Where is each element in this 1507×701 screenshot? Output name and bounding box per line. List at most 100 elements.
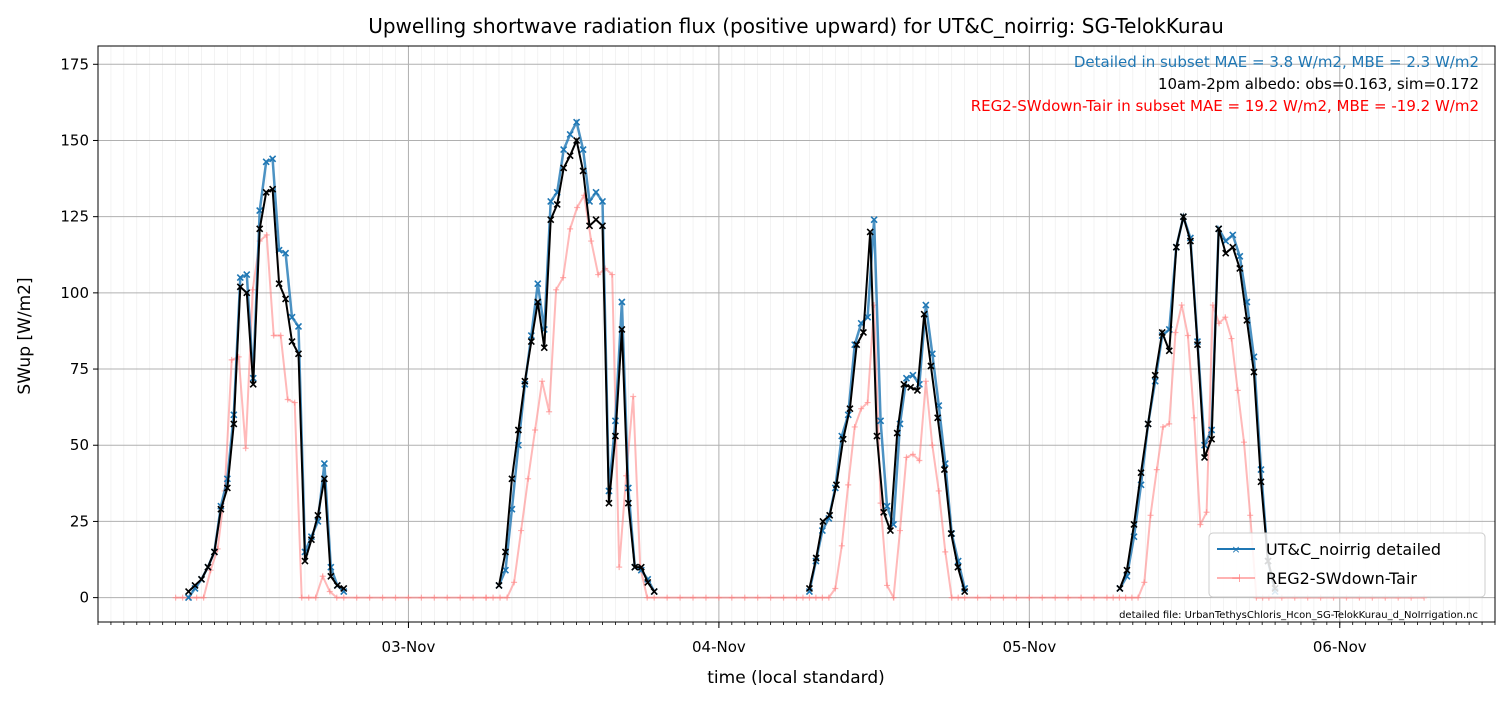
data-point <box>333 594 340 601</box>
legend-marker-reg2: ⊣ <box>1231 572 1241 585</box>
data-point <box>243 289 251 297</box>
data-point <box>298 594 305 601</box>
data-point <box>1178 302 1185 309</box>
data-point <box>553 200 561 209</box>
data-point <box>1186 237 1195 245</box>
data-point <box>204 563 212 571</box>
y-tick-label: 125 <box>60 208 89 226</box>
x-tick-label: 06-Nov <box>1313 638 1367 656</box>
data-point <box>532 427 539 433</box>
data-point <box>922 378 929 385</box>
y-tick-label: 175 <box>60 55 89 73</box>
data-point <box>948 594 955 601</box>
data-point <box>1158 328 1166 337</box>
data-point <box>534 280 542 288</box>
data-point <box>1179 213 1187 221</box>
data-point <box>826 511 834 519</box>
data-point <box>1160 423 1166 430</box>
data-point <box>249 286 256 293</box>
data-point <box>249 380 257 388</box>
data-point <box>301 557 309 565</box>
data-point <box>902 374 911 382</box>
data-point <box>281 249 290 257</box>
x-axis: 03-Nov 04-Nov 05-Nov 06-Nov <box>382 622 1367 656</box>
data-point <box>392 594 399 601</box>
data-point <box>942 548 949 555</box>
data-point <box>630 393 637 400</box>
y-tick-label: 25 <box>70 512 89 530</box>
data-point <box>909 451 916 458</box>
y-tick-label: 100 <box>60 284 89 302</box>
chart-title: Upwelling shortwave radiation flux (posi… <box>368 14 1224 38</box>
data-point <box>539 378 546 385</box>
legend-label-detailed: UT&C_noirrig detailed <box>1266 540 1441 560</box>
data-point <box>1116 594 1123 601</box>
data-point <box>884 582 891 589</box>
data-point <box>1013 594 1020 601</box>
data-point <box>1116 584 1124 593</box>
data-point <box>1128 594 1135 601</box>
data-point <box>353 594 360 601</box>
data-point <box>379 594 386 601</box>
data-point <box>922 301 930 309</box>
data-point <box>870 216 878 224</box>
data-point <box>1184 332 1191 339</box>
data-point <box>1039 594 1046 601</box>
data-point <box>598 222 607 230</box>
y-axis: 0 25 50 75 100 125 150 175 <box>60 55 98 607</box>
x-tick-label: 04-Nov <box>692 638 746 656</box>
data-point <box>702 594 709 601</box>
data-point <box>184 587 193 596</box>
data-point <box>1141 579 1148 586</box>
data-point <box>664 594 671 601</box>
data-point <box>534 298 542 306</box>
data-point <box>1229 243 1237 251</box>
data-point <box>812 554 820 562</box>
y-tick-label: 0 <box>79 589 89 607</box>
data-point <box>741 594 748 601</box>
data-point <box>514 426 522 434</box>
data-point <box>935 487 942 494</box>
data-point <box>230 420 238 428</box>
data-point <box>501 548 510 556</box>
data-point <box>1236 252 1244 260</box>
data-point <box>431 594 438 601</box>
data-point <box>1236 264 1244 273</box>
data-point <box>262 158 270 166</box>
data-point <box>1000 594 1007 601</box>
data-point <box>1193 341 1202 349</box>
data-point <box>1216 320 1223 327</box>
data-point <box>457 594 464 601</box>
data-point <box>754 594 761 601</box>
data-point <box>197 575 206 583</box>
data-point <box>327 572 335 580</box>
data-point <box>845 481 852 488</box>
data-point <box>511 579 518 586</box>
data-point <box>504 594 511 601</box>
data-point <box>1222 314 1229 321</box>
data-point <box>595 271 602 278</box>
data-point <box>263 231 270 238</box>
data-point <box>560 164 568 172</box>
data-point <box>767 594 774 601</box>
data-point <box>1191 414 1198 421</box>
data-point <box>819 517 827 525</box>
data-point <box>859 328 867 337</box>
data-point <box>210 548 218 556</box>
data-point <box>858 405 865 412</box>
data-point <box>644 594 651 601</box>
data-point <box>294 350 303 358</box>
data-point <box>934 414 942 422</box>
data-point <box>880 508 888 516</box>
data-point <box>340 594 347 601</box>
data-point <box>1247 512 1254 519</box>
data-point <box>1240 439 1247 446</box>
x-tick-label: 03-Nov <box>382 638 436 656</box>
data-point <box>242 445 249 452</box>
data-point <box>217 505 225 513</box>
data-point <box>1172 329 1179 336</box>
data-point <box>483 594 490 601</box>
plot-frame <box>97 45 1496 623</box>
data-point <box>288 313 296 321</box>
